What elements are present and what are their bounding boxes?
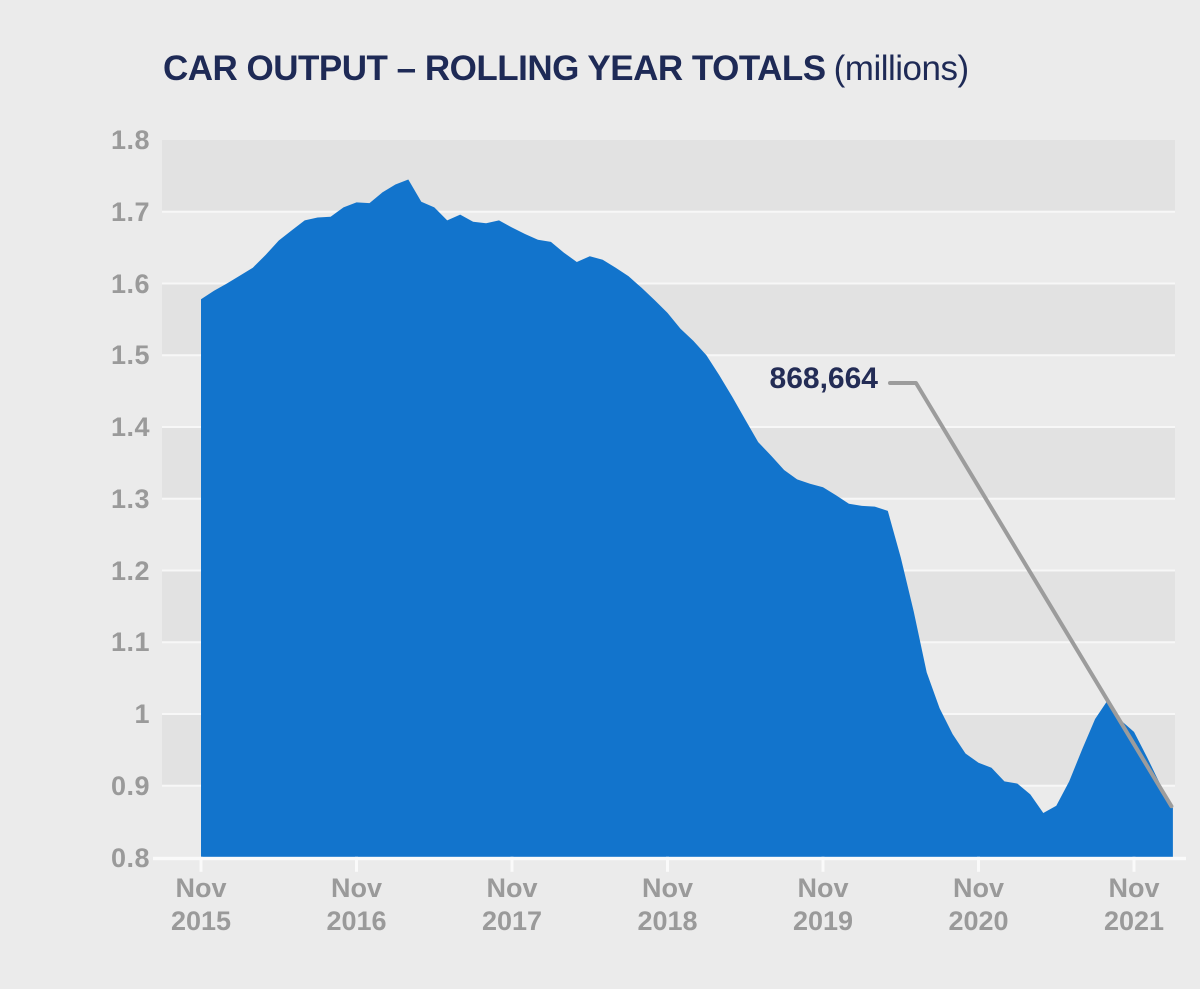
x-axis-tick-label-month: Nov [797, 873, 849, 903]
x-axis-tick [821, 856, 825, 872]
chart-title-suffix: (millions) [833, 49, 970, 89]
area-series [201, 179, 1173, 859]
y-axis-tick-label: 1.5 [110, 340, 150, 371]
annotation-callout-line [888, 381, 1174, 809]
x-axis-tick-label-year: 2015 [170, 906, 232, 936]
plot-band [162, 140, 1175, 212]
x-axis-line [153, 856, 1186, 861]
x-axis-tick-label: Nov 2016 [287, 872, 427, 938]
y-axis-tick-label: 1.3 [110, 483, 150, 514]
x-axis-tick-label: Nov 2020 [909, 872, 1049, 938]
y-axis-tick-label: 0.9 [110, 770, 150, 801]
x-axis-tick-label: Nov 2015 [131, 872, 271, 938]
x-axis-tick-label: Nov 2017 [442, 872, 582, 938]
x-axis-tick-label: Nov 2018 [598, 872, 738, 938]
x-axis-tick [977, 856, 980, 872]
x-axis-tick [510, 856, 514, 872]
y-axis-tick-label: 1.8 [110, 125, 150, 155]
y-axis-tick-label: 1 [134, 699, 150, 729]
y-axis-tick-label: 1.4 [110, 412, 150, 442]
x-axis-tick-label-year: 2017 [481, 906, 543, 936]
x-axis-tick-label-year: 2019 [792, 906, 854, 936]
x-axis-tick-label-month: Nov [175, 873, 227, 903]
x-axis-tick [1132, 856, 1136, 872]
x-axis-tick-label: Nov 2019 [753, 872, 893, 938]
y-axis-tick-label: 1.1 [110, 627, 150, 658]
chart-title-main: CAR OUTPUT – ROLLING YEAR TOTALS [163, 49, 826, 89]
x-axis-tick-label-year: 2021 [1103, 906, 1165, 936]
y-axis-tick-label: 0.8 [110, 842, 150, 873]
x-axis-tick-label: Nov 2021 [1064, 872, 1200, 938]
x-axis-tick-label-year: 2020 [948, 906, 1009, 936]
x-axis-tick-label-month: Nov [952, 873, 1004, 903]
x-axis-tick [355, 856, 358, 872]
x-axis-tick-label-month: Nov [1108, 873, 1160, 903]
x-axis-tick-label-year: 2016 [326, 906, 387, 936]
x-axis-tick-label-year: 2018 [637, 906, 698, 936]
y-axis-tick-label: 1.2 [110, 555, 150, 586]
chart-title: CAR OUTPUT – ROLLING YEAR TOTALS (million… [163, 49, 969, 89]
x-axis-tick-label-month: Nov [641, 873, 693, 903]
annotation-label: 868,664 [769, 362, 878, 395]
x-axis-tick-label-month: Nov [330, 873, 382, 903]
y-axis-tick-label: 1.6 [110, 268, 150, 299]
y-axis-tick-label: 1.7 [110, 196, 150, 227]
x-axis-tick [199, 856, 203, 872]
x-axis-tick-label-month: Nov [486, 873, 538, 903]
x-axis-tick [666, 856, 669, 872]
